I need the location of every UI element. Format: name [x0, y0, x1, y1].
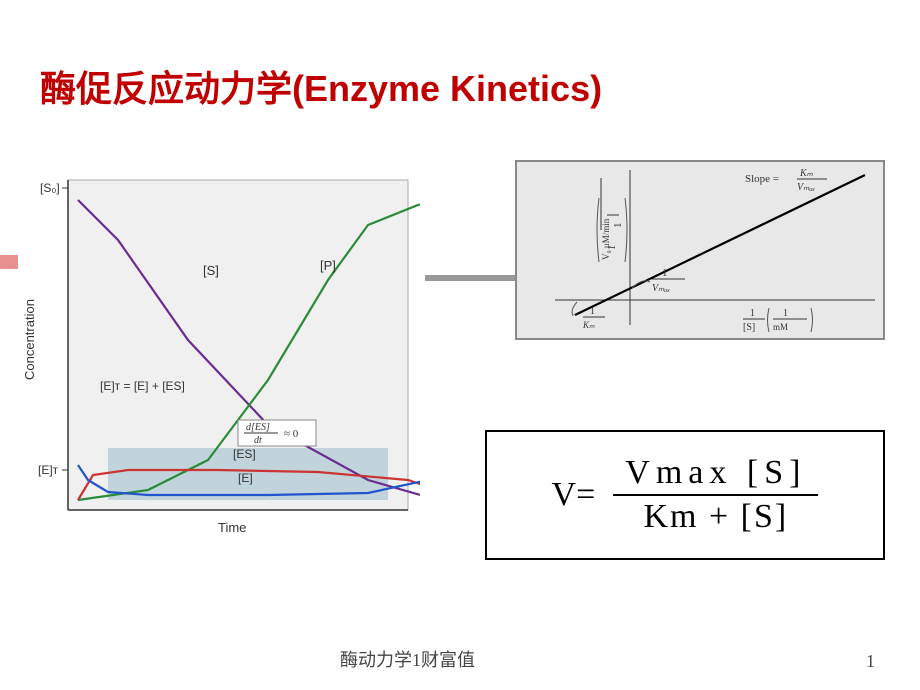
svg-text:V₀ μM/min: V₀ μM/min: [601, 218, 611, 260]
svg-text:Slope =: Slope =: [745, 173, 779, 185]
svg-text:[S₀]: [S₀]: [40, 181, 60, 195]
red-accent: [0, 255, 18, 269]
slide-title: 酶促反应动力学(Enzyme Kinetics): [40, 60, 602, 112]
svg-text:Concentration: Concentration: [22, 299, 37, 380]
svg-text:≈ 0: ≈ 0: [284, 428, 299, 440]
svg-text:[S]: [S]: [743, 322, 755, 333]
left-chart-svg: [S₀] [E]ᴛ Concentration Time [S] [P] [ES] [E] [E…: [20, 170, 420, 550]
svg-text:mM: mM: [773, 322, 788, 332]
lineweaver-burk-chart: Slope =KₘVₘₐₓ1V₀ μM/min11Vₘₐₓ−1Kₘ1[S]1mM: [515, 160, 885, 340]
svg-text:1: 1: [750, 308, 755, 319]
svg-text:1: 1: [662, 267, 668, 279]
footer-text: 酶动力学1财富值: [340, 646, 475, 672]
svg-text:1: 1: [783, 308, 788, 319]
svg-text:1: 1: [612, 223, 624, 229]
svg-text:[E]ᴛ = [E] + [ES]: [E]ᴛ = [E] + [ES]: [100, 379, 185, 393]
svg-text:[S]: [S]: [203, 263, 219, 278]
concentration-time-chart: [S₀] [E]ᴛ Concentration Time [S] [P] [ES] [E] [E…: [20, 170, 420, 550]
svg-text:Vₘₐₓ: Vₘₐₓ: [797, 182, 815, 193]
svg-text:[E]ᴛ: [E]ᴛ: [38, 463, 59, 477]
equation-fraction: Vmax [S] Km + [S]: [613, 452, 818, 538]
equation-inner: V= Vmax [S] Km + [S]: [552, 452, 819, 538]
svg-text:[ES]: [ES]: [233, 447, 256, 461]
page-number: 1: [866, 651, 875, 672]
svg-text:[E]: [E]: [238, 471, 253, 485]
svg-text:−: −: [573, 309, 579, 321]
svg-text:1: 1: [590, 306, 595, 317]
michaelis-menten-equation: V= Vmax [S] Km + [S]: [485, 430, 885, 560]
svg-text:Kₘ: Kₘ: [799, 168, 814, 179]
connector-bar: [425, 275, 515, 281]
svg-text:dt: dt: [254, 435, 262, 446]
svg-text:Kₘ: Kₘ: [582, 320, 595, 330]
svg-text:Time: Time: [218, 520, 246, 535]
equation-lhs: V=: [552, 476, 596, 514]
svg-text:[P]: [P]: [320, 258, 336, 273]
svg-text:d[ES]: d[ES]: [246, 422, 270, 433]
svg-text:Vₘₐₓ: Vₘₐₓ: [652, 283, 670, 294]
equation-numerator: Vmax [S]: [613, 452, 818, 494]
right-chart-svg: Slope =KₘVₘₐₓ1V₀ μM/min11Vₘₐₓ−1Kₘ1[S]1mM: [515, 160, 885, 340]
equation-denominator: Km + [S]: [631, 496, 800, 538]
